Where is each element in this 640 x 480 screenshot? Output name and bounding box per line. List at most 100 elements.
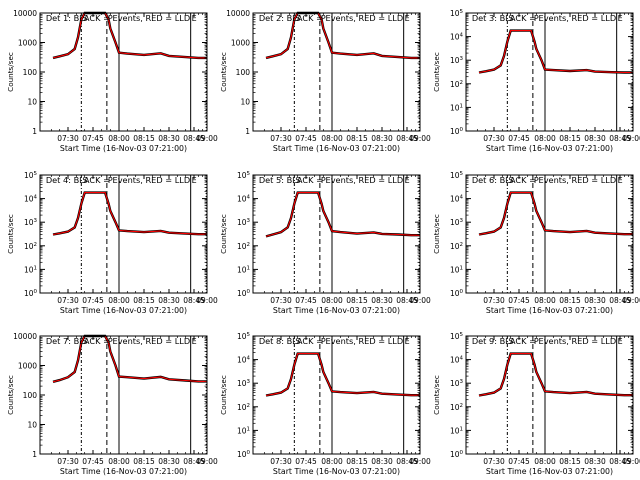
y-tick-exponent: 1: [34, 265, 38, 271]
y-tick-label: 103: [237, 218, 251, 227]
x-tick-label: 08:15: [559, 134, 581, 143]
y-tick-exponent: 3: [460, 379, 464, 385]
y-tick-label: 102: [237, 403, 250, 412]
y-tick-label: 100: [237, 289, 251, 298]
x-tick-label: 08:00: [534, 134, 556, 143]
event-marker-label: E: [192, 14, 197, 23]
y-tick-label: 103: [24, 218, 38, 227]
y-tick-label: 105: [237, 171, 251, 180]
y-tick-label: 105: [450, 171, 464, 180]
plot-frame: [39, 174, 208, 294]
y-tick-label: 101: [237, 265, 250, 274]
x-tick-label: 08:00: [321, 457, 343, 466]
y-tick-exponent: 1: [460, 426, 464, 432]
y-tick-label: 101: [450, 265, 463, 274]
x-tick-label: 09:00: [196, 457, 218, 466]
x-tick-label: 07:45: [82, 457, 104, 466]
x-tick-label: 07:45: [508, 296, 530, 305]
event-marker-label: S: [295, 176, 300, 185]
events-series-line: [265, 352, 420, 397]
x-tick-label: 08:45: [396, 134, 418, 143]
lld-series-line: [52, 335, 207, 383]
x-tick-label: 08:30: [371, 457, 393, 466]
y-tick-label: 102: [450, 80, 463, 89]
x-axis-label: Start Time (16-Nov-03 07:21:00): [486, 467, 613, 476]
x-tick-label: 07:45: [295, 457, 317, 466]
event-marker-label: S: [508, 337, 513, 346]
y-tick-exponent: 2: [460, 403, 464, 409]
chart-title: Det 1: BLACK = Events, RED = LLD: [46, 13, 190, 23]
plot-frame: [252, 174, 421, 294]
x-axis-label: Start Time (16-Nov-03 07:21:00): [486, 144, 613, 153]
x-tick-label: 09:00: [196, 296, 218, 305]
x-tick-label: 09:00: [409, 457, 431, 466]
lld-series-line: [52, 192, 207, 236]
y-tick-label: 105: [450, 332, 464, 341]
y-tick-label: 101: [24, 265, 37, 274]
events-series-line: [265, 191, 420, 238]
x-tick-label: 07:45: [295, 296, 317, 305]
x-tick-label: 09:00: [409, 296, 431, 305]
y-tick-label: 102: [237, 242, 250, 251]
x-tick-label: 09:00: [622, 134, 640, 143]
y-tick-label: 102: [450, 403, 463, 412]
event-marker-label: P: [534, 176, 539, 185]
y-tick-label: 10000: [226, 9, 250, 18]
chart-title: Det 6: BLACK = Events, RED = LLD: [472, 175, 616, 185]
y-tick-label: 101: [450, 426, 463, 435]
event-marker-label: E: [618, 337, 623, 346]
y-tick-exponent: 4: [247, 356, 251, 362]
y-tick-exponent: 5: [247, 171, 251, 177]
lld-series-line: [265, 353, 420, 397]
x-axis-label: Start Time (16-Nov-03 07:21:00): [273, 144, 400, 153]
y-tick-label: 100: [23, 391, 38, 400]
event-marker-label: P: [321, 176, 326, 185]
y-tick-label: 103: [450, 56, 464, 65]
y-tick-label: 1000: [18, 362, 37, 371]
y-tick-exponent: 3: [34, 218, 38, 224]
x-axis-label: Start Time (16-Nov-03 07:21:00): [60, 144, 187, 153]
event-marker-label: E: [618, 176, 623, 185]
x-axis-label: Start Time (16-Nov-03 07:21:00): [486, 306, 613, 315]
y-axis-label: Counts/sec: [219, 375, 228, 415]
x-tick-label: 08:30: [158, 296, 180, 305]
x-tick-label: 08:45: [609, 457, 631, 466]
x-tick-label: 08:30: [158, 134, 180, 143]
events-series-line: [478, 191, 633, 236]
event-marker-label: E: [405, 14, 410, 23]
y-tick-label: 104: [24, 195, 38, 204]
x-tick-label: 08:15: [133, 457, 155, 466]
event-marker-label: E: [192, 176, 197, 185]
y-tick-exponent: 3: [247, 379, 251, 385]
x-tick-label: 08:30: [584, 134, 606, 143]
y-tick-exponent: 4: [34, 195, 38, 201]
event-marker-label: E: [618, 14, 623, 23]
y-tick-exponent: 3: [460, 56, 464, 62]
y-tick-exponent: 0: [34, 289, 38, 295]
lld-series-line: [478, 192, 633, 236]
x-tick-label: 08:00: [321, 134, 343, 143]
y-tick-label: 1: [32, 127, 37, 136]
plot-frame: [465, 174, 634, 294]
y-tick-exponent: 2: [34, 242, 38, 248]
x-tick-label: 08:45: [396, 296, 418, 305]
x-tick-label: 08:45: [183, 296, 205, 305]
y-tick-label: 10: [27, 98, 37, 107]
y-tick-exponent: 0: [460, 289, 464, 295]
y-tick-label: 1000: [231, 39, 250, 48]
y-tick-exponent: 4: [460, 195, 464, 201]
chart-title: Det 4: BLACK = Events, RED = LLD: [46, 175, 190, 185]
y-tick-exponent: 5: [460, 332, 464, 338]
y-tick-label: 1000: [18, 39, 37, 48]
y-axis-label: Counts/sec: [219, 214, 228, 254]
x-tick-label: 07:45: [82, 134, 104, 143]
y-tick-label: 102: [24, 242, 37, 251]
chart-title: Det 2: BLACK = Events, RED = LLD: [259, 13, 403, 23]
y-tick-exponent: 5: [34, 171, 38, 177]
y-tick-exponent: 4: [460, 33, 464, 39]
